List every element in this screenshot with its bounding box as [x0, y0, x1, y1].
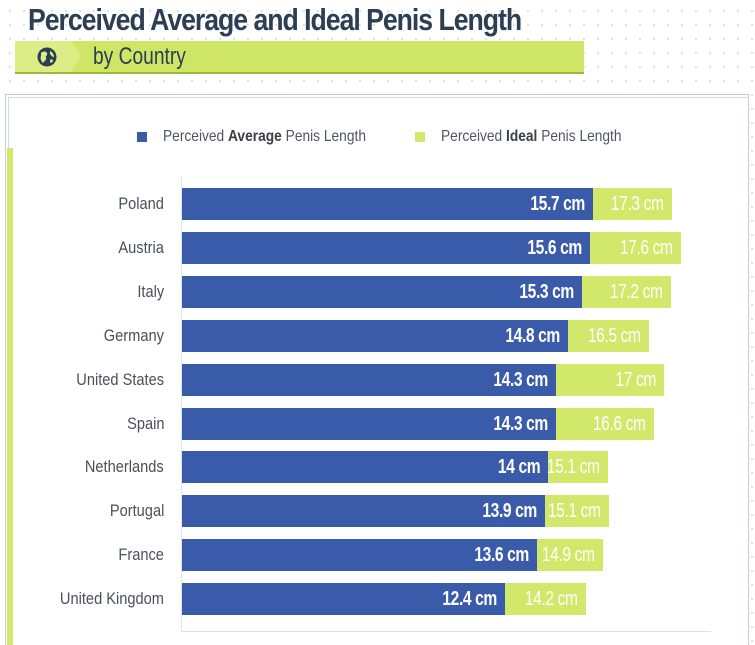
average-value-label: 13.9 cm [482, 500, 537, 522]
bar-ideal: 14.9 cm [537, 539, 603, 571]
ideal-value-label: 17.6 cm [620, 237, 673, 259]
average-value-label: 14.8 cm [505, 325, 560, 347]
bar-average: 15.7 cm [182, 188, 593, 220]
bar-average: 13.6 cm [182, 539, 537, 571]
bar-row: France 14.9 cm 13.6 cm [0, 539, 755, 571]
bar-average: 15.6 cm [182, 232, 590, 264]
bar-ideal: 17.6 cm [590, 232, 681, 264]
legend-item-ideal: Perceived Ideal Penis Length [415, 128, 651, 146]
ideal-value-label: 15.1 cm [548, 500, 601, 522]
y-axis-line [181, 176, 182, 632]
ideal-value-label: 14.9 cm [542, 544, 595, 566]
bar-row: Germany 16.5 cm 14.8 cm [0, 320, 755, 352]
country-label: Spain [126, 414, 164, 433]
average-value-label: 14.3 cm [493, 413, 548, 435]
bar-row: Austria 17.6 cm 15.6 cm [0, 232, 755, 264]
ideal-value-label: 14.2 cm [525, 588, 578, 610]
bar-average: 14.3 cm [182, 364, 556, 396]
bar-row: Portugal 15.1 cm 13.9 cm [0, 495, 755, 527]
bar-row: Poland 17.3 cm 15.7 cm [0, 188, 755, 220]
bar-row: Netherlands 15.1 cm 14 cm [0, 451, 755, 483]
legend-text-bold: Ideal [506, 128, 538, 145]
average-value-label: 15.7 cm [530, 193, 585, 215]
bar-average: 12.4 cm [182, 583, 505, 615]
ideal-value-label: 17.2 cm [610, 281, 663, 303]
legend-swatch-average [137, 132, 147, 142]
bar-row: United Kingdom 14.2 cm 12.4 cm [0, 583, 755, 615]
bar-average: 13.9 cm [182, 495, 545, 527]
ideal-value-label: 16.6 cm [593, 413, 646, 435]
country-label: Poland [118, 194, 164, 213]
bar-average: 14.8 cm [182, 320, 568, 352]
country-label: Italy [137, 282, 164, 301]
bar-row: United States 17 cm 14.3 cm [0, 364, 755, 396]
bar-ideal: 15.1 cm [547, 451, 608, 483]
country-label: France [118, 545, 164, 564]
globe-icon [37, 47, 57, 67]
bar-ideal: 17 cm [556, 364, 664, 396]
country-label: Portugal [109, 501, 164, 520]
bar-ideal: 16.6 cm [556, 408, 654, 440]
average-value-label: 14.3 cm [493, 369, 548, 391]
bar-row: Italy 17.2 cm 15.3 cm [0, 276, 755, 308]
country-label: United Kingdom [59, 589, 164, 608]
bar-ideal: 14.2 cm [505, 583, 586, 615]
legend-text-bold: Average [228, 128, 282, 145]
ideal-value-label: 17 cm [615, 369, 656, 391]
average-value-label: 13.6 cm [474, 544, 529, 566]
card-accent-strip [7, 148, 13, 645]
chart-subtitle: by Country [93, 43, 186, 70]
average-value-label: 12.4 cm [442, 588, 497, 610]
legend-text: Perceived [441, 128, 507, 145]
ideal-value-label: 15.1 cm [547, 456, 600, 478]
subtitle-band: by Country [15, 41, 584, 72]
bar-ideal: 15.1 cm [545, 495, 609, 527]
ideal-value-label: 16.5 cm [588, 325, 641, 347]
average-value-label: 15.6 cm [527, 237, 582, 259]
legend-text: Penis Length [281, 128, 366, 145]
bar-average: 15.3 cm [182, 276, 582, 308]
chart-title: Perceived Average and Ideal Penis Length [28, 2, 522, 37]
legend-text: Penis Length [537, 128, 622, 145]
average-value-label: 15.3 cm [519, 281, 574, 303]
bar-ideal: 17.2 cm [582, 276, 671, 308]
bar-row: Spain 16.6 cm 14.3 cm [0, 408, 755, 440]
bar-average: 14 cm [182, 451, 548, 483]
legend-item-average: Perceived Average Penis Length [137, 128, 399, 146]
country-label: Netherlands [85, 457, 164, 476]
ideal-value-label: 17.3 cm [611, 193, 664, 215]
bar-average: 14.3 cm [182, 408, 556, 440]
bar-ideal: 16.5 cm [568, 320, 649, 352]
country-label: Germany [103, 326, 164, 345]
bar-ideal: 17.3 cm [593, 188, 672, 220]
average-value-label: 14 cm [497, 456, 541, 478]
legend-swatch-ideal [415, 132, 425, 142]
chart-legend: Perceived Average Penis Length Perceived… [0, 128, 755, 150]
country-label: Austria [118, 238, 164, 257]
country-label: United States [76, 370, 164, 389]
legend-text: Perceived [163, 128, 229, 145]
x-axis-line [181, 631, 711, 632]
